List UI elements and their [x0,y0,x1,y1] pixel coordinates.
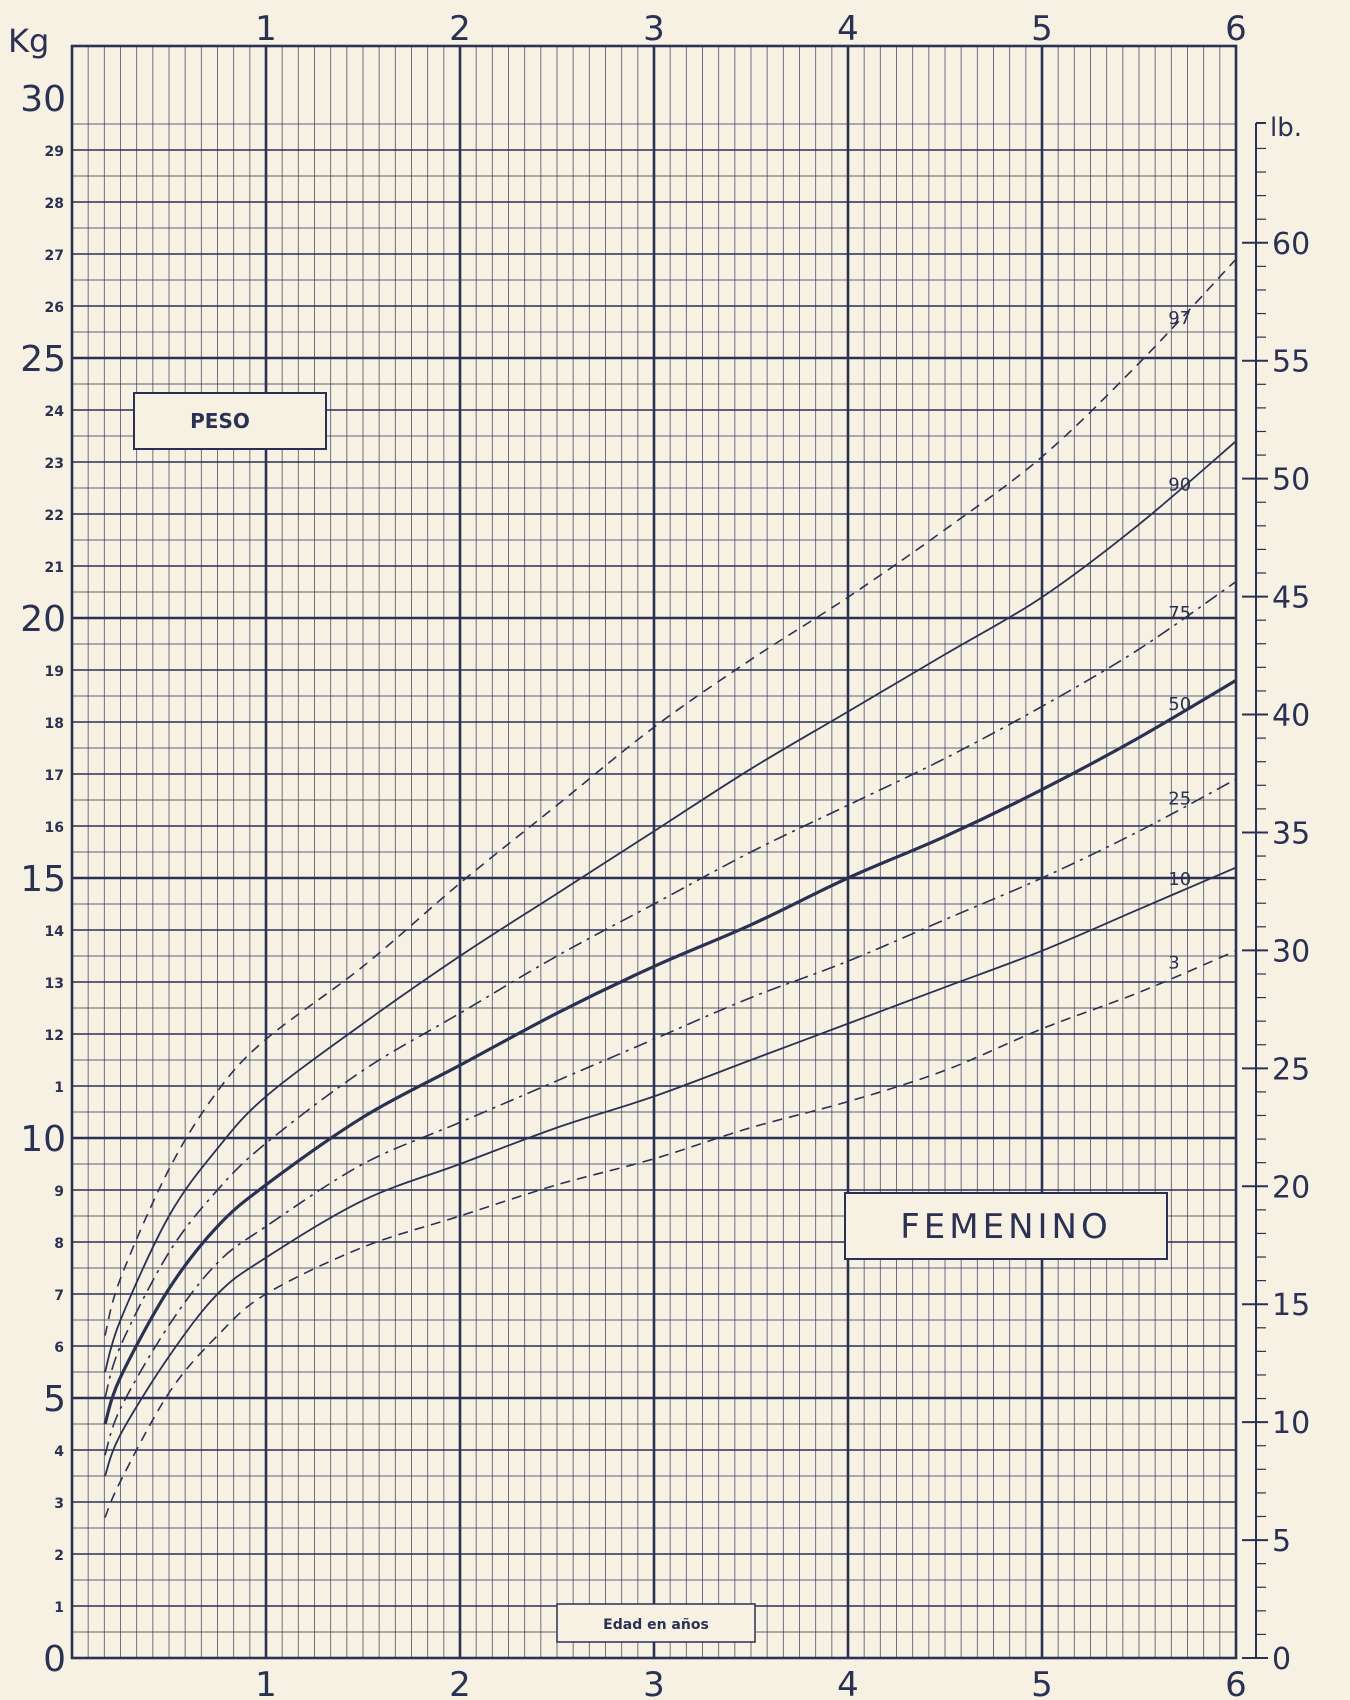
percentile-curves [103,258,1237,1518]
major-grid [72,46,1236,1658]
y-tick-label-minor: 24 [45,404,65,420]
y-tick-label-minor: 27 [45,248,64,264]
percentile-label-p90: 90 [1168,474,1191,495]
percentile-curve-p90 [104,440,1237,1373]
y-tick-label-minor: 13 [45,976,64,992]
percentile-label-p3: 3 [1168,952,1179,973]
y-tick-label-minor: 3 [54,1496,64,1512]
y-tick-label-minor: 22 [45,508,64,524]
x-tick-label-bottom: 1 [255,1665,277,1700]
y-tick-label-minor: 18 [45,716,64,732]
percentile-curve-p50 [103,679,1237,1425]
percentile-label-p10: 10 [1168,869,1191,890]
y-tick-label-minor: 1 [54,1080,64,1096]
y-tick-label-major: 30 [20,79,66,120]
measure-label: PESO [190,409,250,433]
right-axis-tick-label: 10 [1272,1406,1310,1441]
percentile-label-p50: 50 [1168,694,1191,715]
y-tick-label-minor: 8 [54,1236,64,1252]
x-tick-label-top: 5 [1031,9,1053,49]
right-axis-tick-label: 45 [1272,581,1310,616]
x-tick-label-bottom: 3 [643,1665,665,1700]
x-tick-label-bottom: 5 [1031,1665,1053,1700]
y-tick-label-major: 0 [43,1639,66,1680]
y-tick-label-minor: 7 [54,1288,64,1304]
y-tick-label-major: 15 [20,859,66,900]
x-tick-label-top: 3 [643,9,665,49]
percentile-labels: 97 90 75 50 25 10 3 [1168,308,1191,973]
right-axis-lb: lb. 0 5 10 15 20 25 30 35 40 45 50 55 60 [1242,113,1310,1677]
x-tick-label-bottom: 4 [837,1665,859,1700]
right-axis-tick-label: 5 [1272,1524,1291,1559]
right-axis-tick-label: 25 [1272,1052,1310,1087]
x-tick-label-top: 6 [1225,9,1247,49]
x-tick-label-bottom: 6 [1225,1665,1247,1700]
right-axis-tick-label: 0 [1272,1642,1291,1677]
right-axis-tick-label: 20 [1272,1170,1310,1205]
peso-box: PESO [133,392,327,450]
femenino-box: FEMENINO [844,1192,1168,1260]
x-tick-label-bottom: 2 [449,1665,471,1700]
right-axis-tick-label: 50 [1272,463,1310,498]
y-tick-label-major: 5 [43,1379,66,1420]
y-tick-label-minor: 1 [54,1600,64,1616]
sex-label: FEMENINO [900,1207,1112,1247]
y-tick-label-major: 20 [20,599,66,640]
y-tick-label-minor: 17 [45,768,64,784]
xlabel-box: Edad en años [556,1603,756,1643]
right-axis-tick-label: 35 [1272,816,1310,851]
y-tick-label-minor: 9 [54,1184,64,1200]
y-axis-unit: Kg [8,22,49,60]
percentile-curve-p97 [104,258,1237,1336]
y-tick-label-minor: 26 [45,300,64,316]
y-tick-label-major: 10 [20,1119,66,1160]
x-tick-label-top: 1 [255,9,277,49]
percentile-curve-p3 [104,950,1237,1518]
plot-frame [70,44,1238,1660]
y-tick-label-minor: 2 [54,1548,64,1564]
y-tick-label-minor: 6 [54,1340,64,1356]
y-tick-label-minor: 14 [45,924,65,940]
percentile-curve-p75 [104,580,1237,1399]
percentile-curve-p25 [104,778,1237,1456]
right-axis-unit: lb. [1270,113,1302,143]
x-tick-label-top: 4 [837,9,859,49]
right-axis-tick-label: 40 [1272,699,1310,734]
x-tick-label-top: 2 [449,9,471,49]
axes: 112233445566Kg05101520253012346789112131… [8,9,1247,1700]
y-tick-label-minor: 19 [45,664,64,680]
y-tick-label-minor: 23 [45,456,64,472]
y-tick-label-minor: 16 [45,820,64,836]
right-axis-tick-label: 60 [1272,227,1310,262]
x-axis-label: Edad en años [603,1617,709,1633]
y-tick-label-minor: 29 [45,144,64,160]
right-axis-tick-label: 30 [1272,934,1310,969]
right-axis-tick-label: 15 [1272,1288,1310,1323]
y-tick-label-minor: 4 [54,1444,64,1460]
percentile-label-p97: 97 [1168,308,1191,329]
percentile-label-p75: 75 [1168,603,1191,624]
right-axis-tick-label: 55 [1272,345,1310,380]
percentile-curve-p10 [104,866,1237,1477]
y-tick-label-minor: 28 [45,196,64,212]
y-tick-label-minor: 12 [45,1028,64,1044]
percentile-label-p25: 25 [1168,789,1191,810]
y-tick-label-minor: 21 [45,560,64,576]
y-tick-label-major: 25 [20,339,66,380]
